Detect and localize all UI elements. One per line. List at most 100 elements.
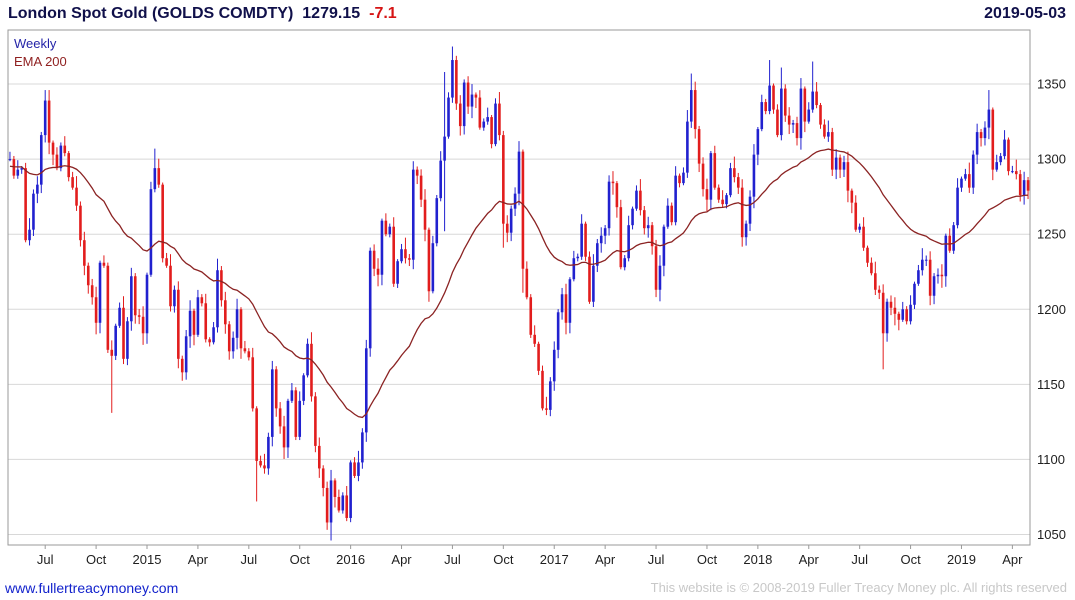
candle xyxy=(71,171,74,190)
candle xyxy=(126,317,129,366)
candle xyxy=(161,182,164,263)
chart-legend: Weekly EMA 200 xyxy=(14,35,67,71)
x-axis-label: Apr xyxy=(799,552,820,567)
candle xyxy=(404,237,407,264)
candle xyxy=(458,95,462,136)
candle xyxy=(596,239,599,273)
candle xyxy=(392,217,395,287)
candle xyxy=(936,268,940,284)
candle xyxy=(259,455,262,468)
candle xyxy=(795,116,799,146)
page-title: London Spot Gold (GOLDS COMDTY) xyxy=(8,5,294,22)
candle xyxy=(47,90,51,155)
candle xyxy=(196,289,200,337)
candle xyxy=(263,453,266,474)
candle xyxy=(599,227,603,253)
candle xyxy=(897,311,901,331)
x-axis-label: Jul xyxy=(851,552,868,567)
candle xyxy=(748,190,752,232)
candle xyxy=(556,309,560,359)
candle xyxy=(157,158,161,188)
candle xyxy=(603,225,607,245)
candle xyxy=(889,295,893,316)
candle xyxy=(693,81,697,139)
candle xyxy=(662,224,666,277)
x-axis-label: Oct xyxy=(697,552,718,567)
candle xyxy=(717,184,721,203)
candle xyxy=(188,300,192,348)
candle xyxy=(689,73,693,128)
candle xyxy=(560,287,564,320)
candle xyxy=(631,206,634,230)
candle xyxy=(243,340,247,354)
candle xyxy=(635,185,638,211)
candle xyxy=(337,489,341,513)
candle xyxy=(764,98,767,115)
x-axis-label: Oct xyxy=(290,552,311,567)
candle xyxy=(247,348,251,361)
website-link[interactable]: www.fullertreacymoney.com xyxy=(5,580,179,596)
candle xyxy=(666,198,670,229)
candle xyxy=(909,295,912,325)
candle xyxy=(866,245,869,267)
candle xyxy=(28,218,31,246)
y-axis-label: 1250 xyxy=(1037,227,1066,242)
candle xyxy=(396,259,399,288)
candle xyxy=(298,391,302,441)
legend-ema-label: EMA 200 xyxy=(14,54,67,69)
candle xyxy=(447,92,450,139)
candle xyxy=(79,201,82,247)
candle xyxy=(106,262,110,353)
x-axis-label: Apr xyxy=(595,552,616,567)
last-price: 1279.15 xyxy=(302,5,361,22)
candle xyxy=(709,151,713,211)
candle xyxy=(486,107,489,125)
candle xyxy=(627,215,630,262)
candle xyxy=(286,398,290,458)
candle xyxy=(509,205,513,242)
candle xyxy=(282,415,286,459)
candle xyxy=(740,179,744,247)
candle xyxy=(75,176,78,211)
candle xyxy=(384,213,388,237)
candle xyxy=(122,296,125,365)
legend-timeframe-label: Weekly xyxy=(14,36,57,51)
candle xyxy=(733,156,736,183)
candle xyxy=(98,260,102,334)
x-axis-label: 2018 xyxy=(743,552,772,567)
candle xyxy=(639,179,642,216)
candle xyxy=(584,221,587,261)
candle xyxy=(212,322,215,345)
candle xyxy=(474,92,478,109)
candle xyxy=(646,216,650,238)
candle xyxy=(435,195,439,247)
candle xyxy=(380,218,384,286)
candle xyxy=(490,114,493,149)
candle xyxy=(611,171,615,195)
candle xyxy=(858,223,861,233)
candle xyxy=(752,144,756,209)
candle xyxy=(294,387,298,441)
candle xyxy=(55,147,59,171)
candle xyxy=(995,154,999,172)
candle xyxy=(960,176,963,192)
price-change: -7.1 xyxy=(369,5,397,22)
candle xyxy=(478,90,482,130)
candle xyxy=(862,217,865,251)
candle xyxy=(443,72,446,232)
candle xyxy=(216,258,219,333)
candle xyxy=(415,166,419,185)
candle xyxy=(893,297,897,326)
candle xyxy=(564,283,568,335)
y-axis-label: 1200 xyxy=(1037,302,1066,317)
y-axis-label: 1300 xyxy=(1037,152,1066,167)
candle xyxy=(760,94,764,132)
candle xyxy=(678,173,681,188)
candle xyxy=(341,492,345,514)
candle xyxy=(274,366,278,417)
candle xyxy=(932,273,936,305)
candle xyxy=(670,202,674,226)
candle xyxy=(830,127,834,176)
